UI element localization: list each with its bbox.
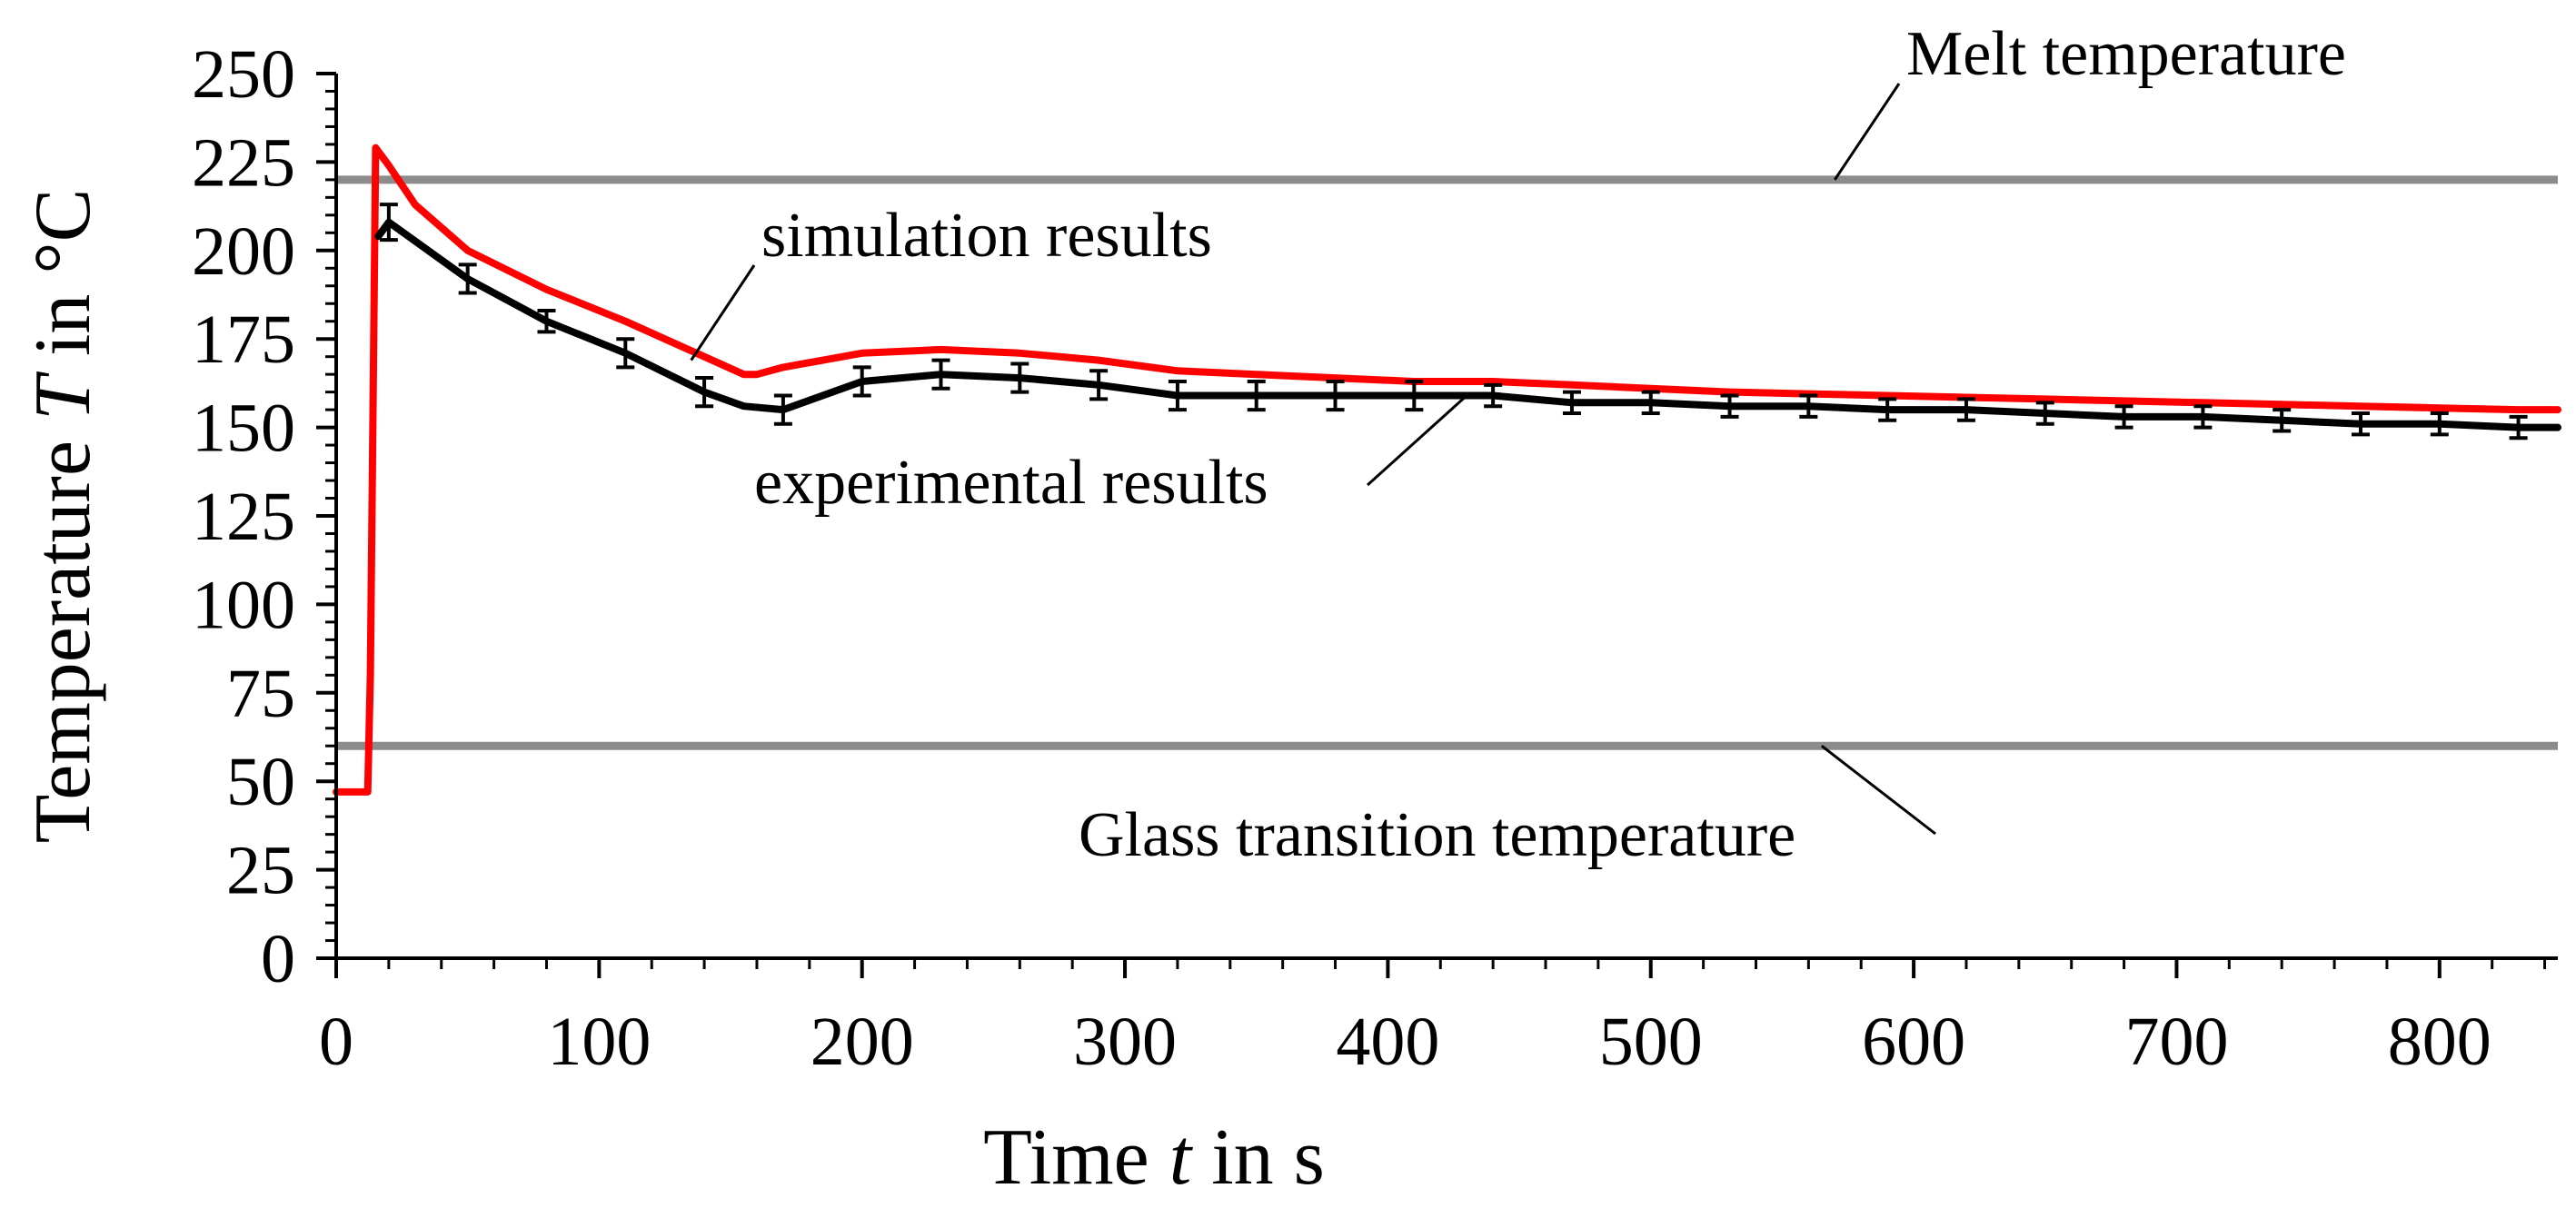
error-bar (2273, 408, 2292, 433)
y-tick-label: 225 (192, 124, 295, 201)
x-tick-label: 0 (319, 1004, 353, 1080)
error-bars (379, 203, 2528, 441)
x-tick-label: 100 (547, 1004, 651, 1080)
error-bar (931, 358, 950, 391)
x-axis-title-variable: t (1169, 1114, 1194, 1202)
error-bar (1641, 390, 1660, 416)
annotations: Melt temperature simulation results experi… (690, 19, 2346, 870)
reference-lines (336, 175, 2558, 750)
y-tick-label: 150 (192, 391, 295, 467)
annotation-label: simulation results (761, 201, 1212, 271)
y-axis-title: Temperature T in °C (19, 189, 107, 844)
y-axis-title-prefix: Temperature (19, 421, 107, 843)
error-bar (1720, 393, 1739, 419)
error-bar (1089, 369, 1109, 401)
error-bar (2351, 411, 2370, 437)
error-bar (1484, 382, 1503, 409)
x-axis-title: Time t in s (983, 1114, 1325, 1202)
error-bar (1562, 390, 1581, 416)
y-axis-title-variable: T (19, 371, 107, 421)
y-tick-label: 125 (192, 479, 295, 555)
y-tick-label: 250 (192, 36, 295, 113)
error-bar (1010, 361, 1029, 394)
annotation-leader (1366, 394, 1468, 487)
y-tick-label: 25 (226, 833, 295, 909)
simulation-line (333, 144, 2561, 796)
y-tick-label: 200 (192, 213, 295, 290)
simulation-series (333, 144, 2561, 796)
error-bar (2430, 411, 2449, 437)
annotation-leader (1834, 83, 1901, 181)
error-bar (2193, 404, 2213, 430)
error-bar (1405, 379, 1424, 412)
annotation-leader (1820, 745, 1936, 836)
annotation-label: Glass transition temperature (1079, 800, 1795, 870)
y-tick-label: 50 (226, 744, 295, 820)
error-bar (1326, 379, 1345, 412)
error-bar (1799, 393, 1818, 419)
annotation-leader (690, 264, 756, 361)
x-tick-label: 400 (1336, 1004, 1439, 1080)
y-tick-label: 175 (192, 302, 295, 378)
y-tick-label: 75 (226, 656, 295, 732)
error-bar (2035, 401, 2054, 426)
error-bar (2509, 414, 2528, 441)
annotation-label: experimental results (754, 448, 1268, 518)
error-bar (1168, 379, 1187, 412)
error-bar (379, 203, 398, 243)
x-tick-label: 300 (1073, 1004, 1177, 1080)
error-bar (852, 365, 871, 398)
error-bar (537, 309, 556, 334)
x-axis-title-prefix: Time (983, 1114, 1169, 1202)
error-bar (616, 337, 635, 370)
x-tick-label: 500 (1599, 1004, 1703, 1080)
x-tick-label: 200 (811, 1004, 914, 1080)
error-bar (458, 262, 477, 295)
x-tick-label: 700 (2124, 1004, 2228, 1080)
error-bar (773, 393, 792, 426)
annotation-label: Melt temperature (1906, 19, 2346, 89)
x-axis-title-suffix: in s (1191, 1114, 1325, 1202)
error-bar (2114, 404, 2133, 430)
error-bar (1247, 379, 1266, 412)
error-bar (695, 376, 714, 409)
x-tick-label: 800 (2388, 1004, 2491, 1080)
axis-ticks: 0 100 200 300 400 500 600 700 800 0 25 50 75 100 125 15… (192, 36, 2547, 1080)
y-tick-label: 100 (192, 567, 295, 643)
y-axis-title-suffix: in °C (19, 189, 107, 376)
error-bar (1878, 397, 1897, 422)
x-tick-label: 600 (1862, 1004, 1965, 1080)
y-tick-label: 0 (261, 921, 295, 997)
error-bar (1956, 397, 1975, 422)
